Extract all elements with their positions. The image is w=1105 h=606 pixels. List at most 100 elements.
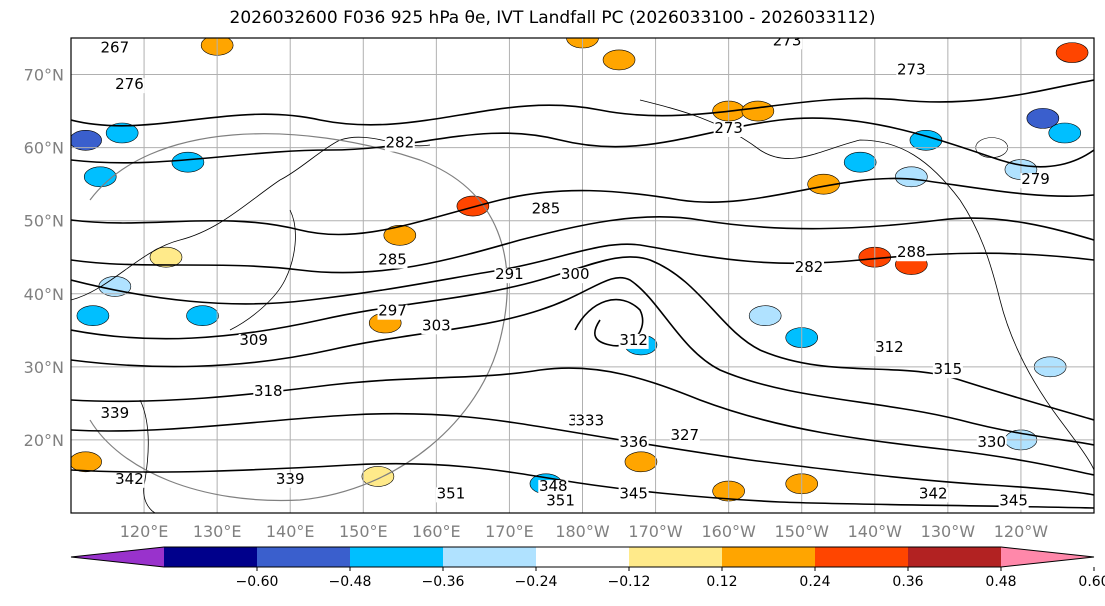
longitude-label: 150°E (339, 522, 388, 541)
contour-label-bg (918, 487, 949, 503)
ivt-shading-cell (748, 305, 782, 326)
colorbar-tick-label: −0.24 (515, 574, 558, 590)
contour-label: 288 (897, 243, 926, 261)
contour-line (574, 298, 644, 347)
coastline-alaska (639, 99, 961, 201)
contour-label: 285 (532, 199, 561, 217)
contour-labels: 267 276 273 273 282 273 285 282 288 285 291 300 297 3… (99, 31, 1051, 510)
ivt-shading-cell (83, 166, 117, 188)
ivt-shading-cell (624, 451, 658, 473)
longitude-label: 170°W (628, 522, 683, 541)
ivt-shading-cell (76, 305, 110, 326)
ivt-shading-cell (602, 49, 636, 71)
contour-label: 273 (714, 119, 743, 137)
latitude-label: 30°N (24, 358, 64, 377)
contour-label: 333 (575, 411, 604, 429)
contour-label-bg (1020, 173, 1051, 189)
contour-label: 303 (422, 316, 451, 334)
contour-label: 312 (619, 331, 648, 349)
ivt-shading-cell (741, 100, 775, 122)
contour-label-bg (560, 268, 591, 284)
ivt-shading-cell (1048, 122, 1082, 144)
colorbar-tick-label: −0.48 (329, 574, 372, 590)
contour-label: 342 (919, 484, 948, 502)
contour-label: 330 (977, 433, 1006, 451)
contour-label-bg (494, 268, 525, 284)
latitude-label: 50°N (24, 212, 64, 231)
contour-label-bg (618, 436, 649, 452)
colorbar-tick-label: 0.12 (706, 574, 737, 590)
theta-e-contours (71, 79, 1094, 509)
ivt-shading-cell (1026, 108, 1060, 129)
great-circle-arc (89, 133, 508, 502)
longitude-label: 140°E (266, 522, 315, 541)
contour-label-bg (896, 246, 927, 262)
latitude-label: 60°N (24, 139, 64, 158)
chart-title: 2026032600 F036 925 hPa θe, IVT Landfall… (229, 8, 876, 28)
map-frame (70, 37, 1095, 514)
colorbar-segment (629, 547, 723, 567)
ivt-shading-cell (895, 166, 928, 188)
contour-label-bg (713, 122, 744, 137)
contour-label-bg (384, 136, 415, 152)
contour-label-bg (421, 319, 452, 335)
contour-label: 348 (539, 477, 568, 495)
contour-label: 273 (773, 31, 802, 49)
contour-line (71, 79, 1094, 127)
contour-label-bg (275, 472, 306, 488)
coastline-philippines (139, 399, 156, 513)
contour-label-bg (538, 480, 569, 496)
ivt-shading-cell (1055, 42, 1089, 63)
contour-line (71, 412, 1094, 496)
contour-label: 315 (934, 360, 963, 378)
contour-label: 336 (619, 433, 648, 451)
longitude-label: 130°W (921, 522, 976, 541)
contour-label-bg (377, 304, 408, 320)
colorbar-under-triangle (71, 547, 164, 567)
ivt-shading-cell (71, 130, 102, 151)
coastline-north-america (959, 199, 1094, 471)
contour-label-bg (253, 385, 284, 401)
coastlines (71, 99, 1094, 513)
ivt-shading-cell (71, 451, 102, 473)
contour-label-bg (530, 202, 561, 218)
ivt-shading-cell (105, 122, 139, 144)
contour-label-bg (896, 63, 927, 79)
colorbar-segment (815, 547, 909, 567)
longitude-label: 180°W (555, 522, 610, 541)
colorbar-outline (70, 546, 1095, 568)
colorbar-segment (536, 547, 630, 567)
contour-label: 279 (1021, 170, 1050, 188)
contour-label-bg (794, 260, 825, 276)
colorbar-tick-label: −0.12 (608, 574, 651, 590)
map-plot-area: 267 276 273 273 282 273 285 282 288 285 291 300 297 3… (71, 31, 1094, 513)
colorbar-tick-label: 0.48 (985, 574, 1016, 590)
contour-label-bg (669, 428, 700, 444)
contour-label: 267 (101, 39, 130, 57)
coastline-asia (71, 136, 431, 301)
contour-label: 282 (386, 134, 415, 152)
contour-label: 300 (561, 265, 590, 283)
contour-line (71, 215, 1094, 274)
colorbar-segment (722, 547, 816, 567)
contour-label: 351 (546, 492, 575, 510)
contour-label: 312 (875, 338, 904, 356)
contour-label-bg (99, 407, 130, 422)
colorbar-segment (257, 547, 351, 567)
contour-label: 342 (115, 470, 144, 488)
contour-label: 339 (101, 404, 130, 422)
contour-label: 309 (239, 331, 268, 349)
longitude-label: 120°W (994, 522, 1049, 541)
contour-label: 291 (495, 265, 524, 283)
colorbar-segment (164, 547, 258, 567)
colorbar-tick-label: −0.36 (422, 574, 465, 590)
longitude-label: 160°E (412, 522, 461, 541)
colorbar-segment (908, 547, 1002, 567)
contour-label-bg (932, 363, 963, 379)
colorbar-tick-label: 0.36 (892, 574, 923, 590)
contour-line (71, 276, 1094, 446)
contour-line (71, 117, 1094, 168)
contour-label-bg (618, 333, 649, 349)
ivt-shading-layer (71, 38, 1089, 502)
contour-label: 285 (378, 251, 407, 269)
